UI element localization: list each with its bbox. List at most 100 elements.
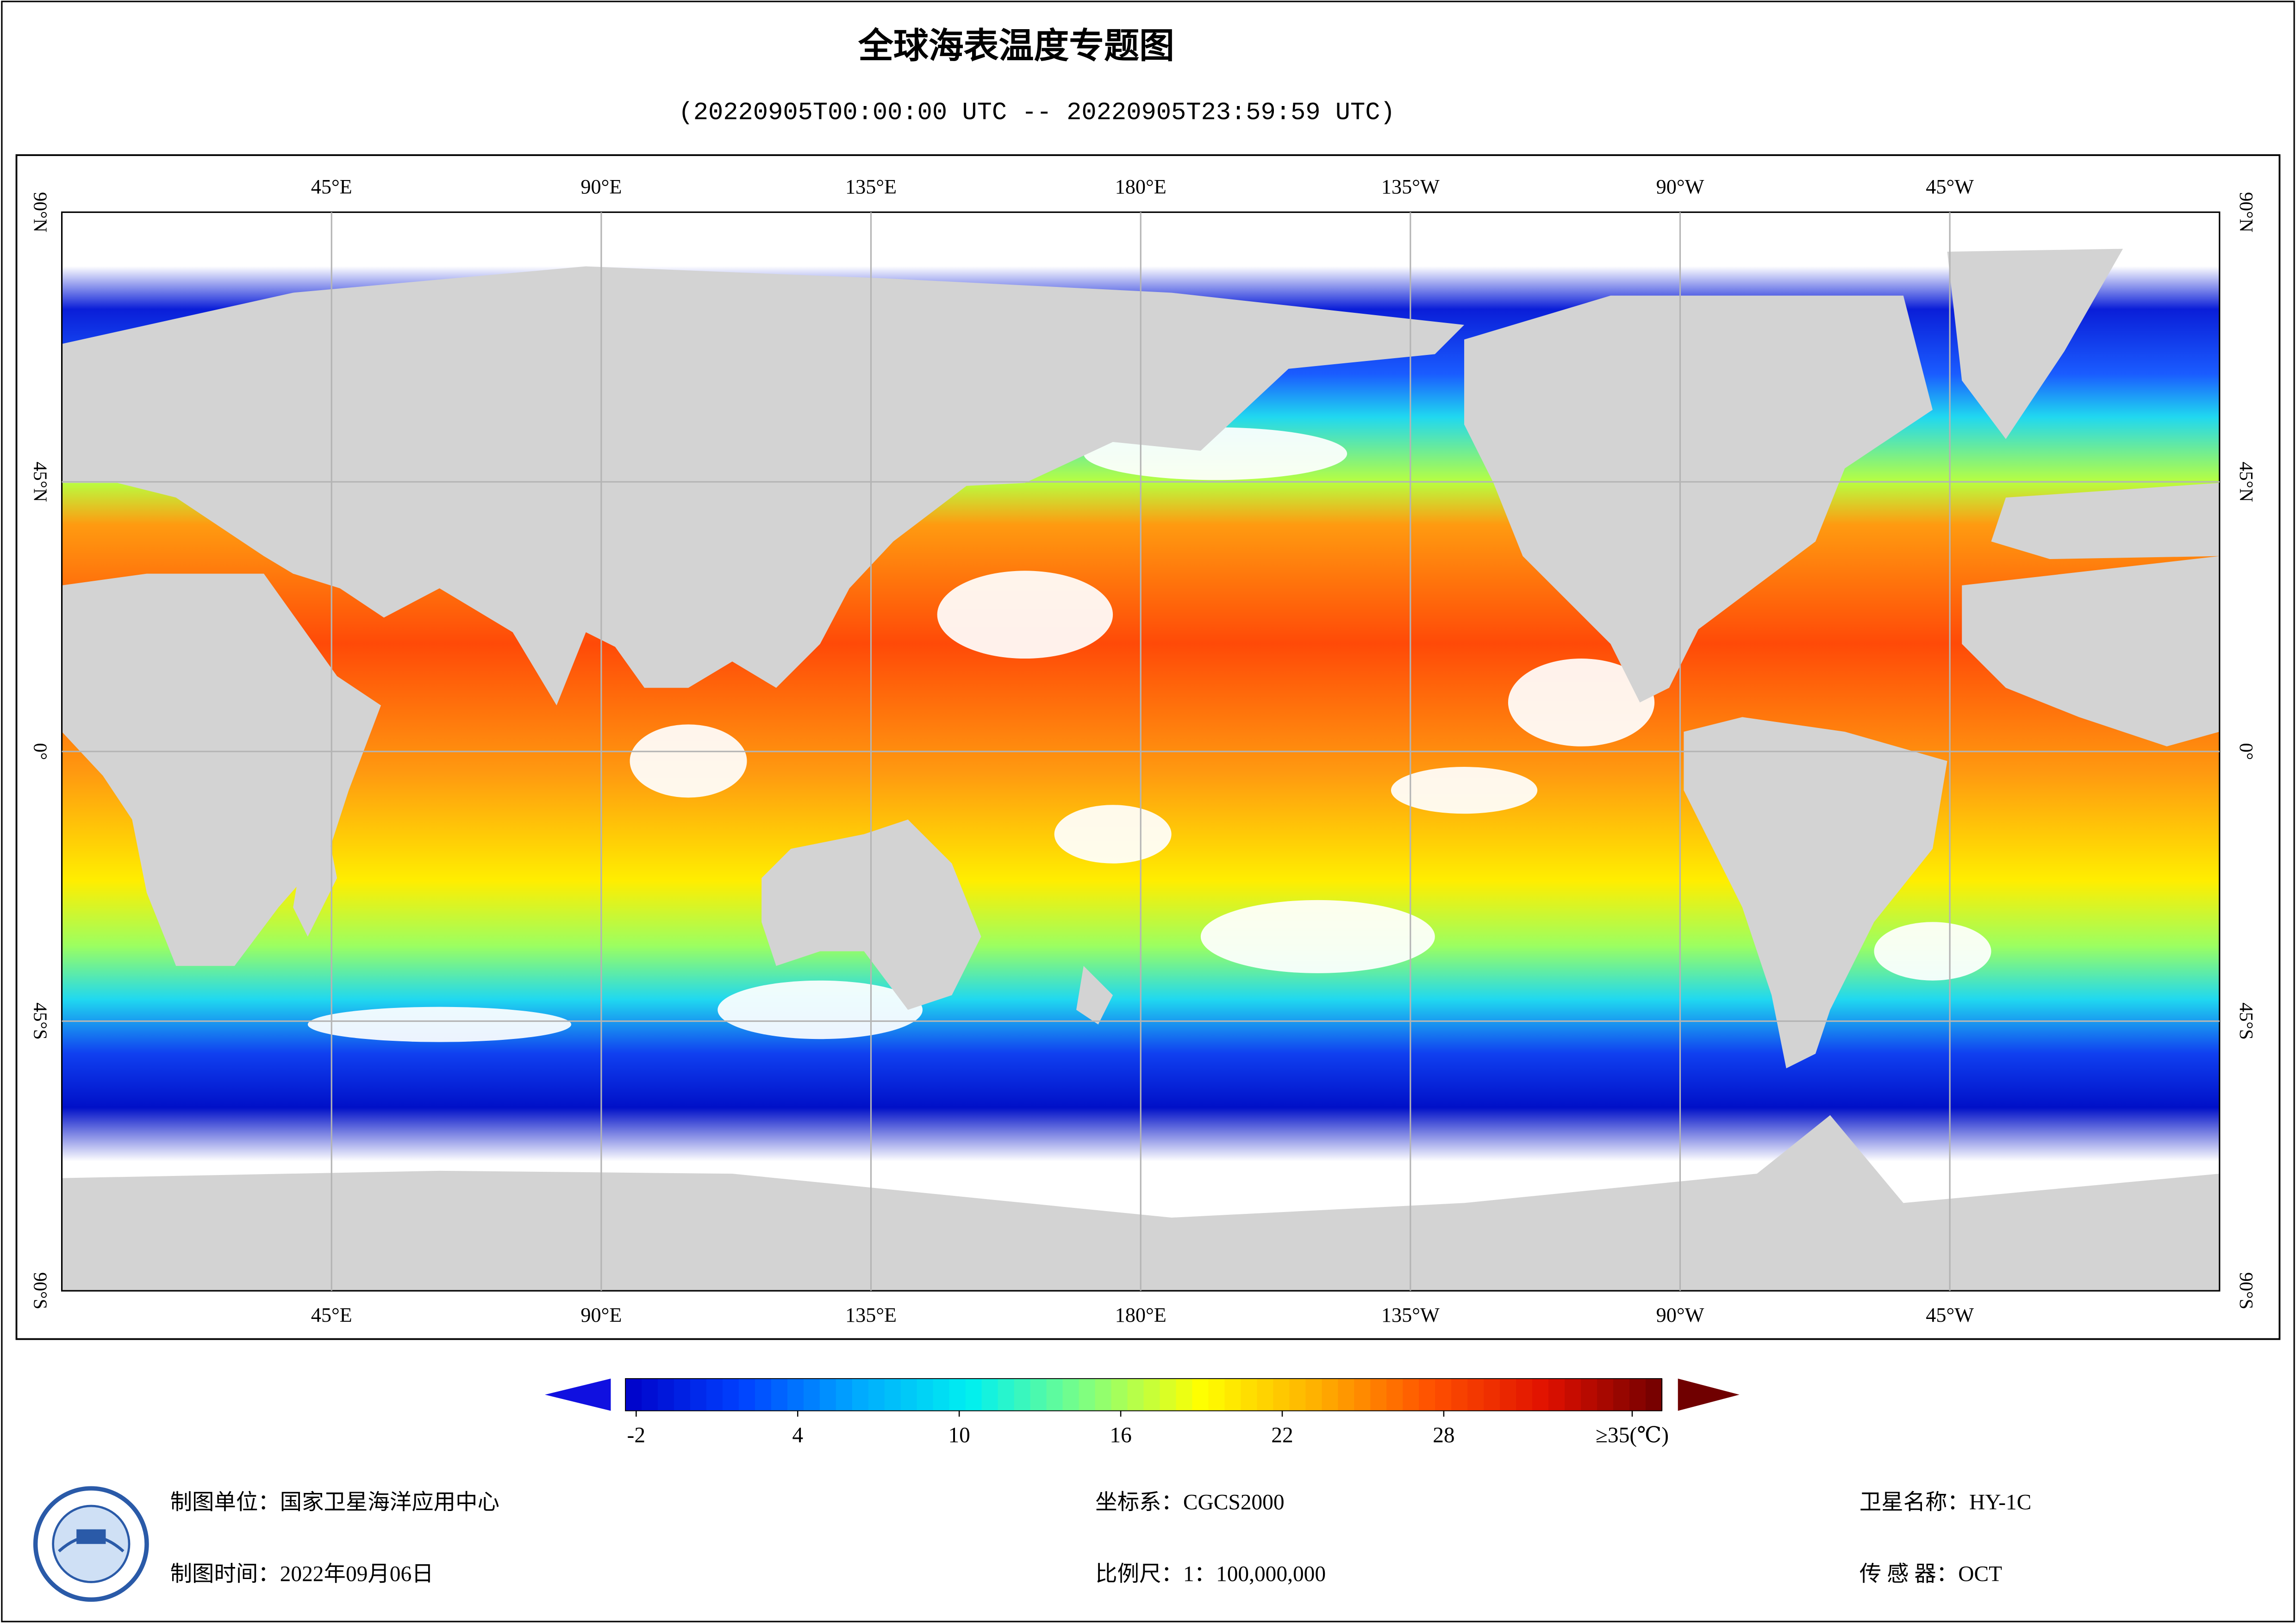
lat-label-right: 45°S bbox=[2236, 1002, 2257, 1039]
lon-label-top: 45°E bbox=[311, 175, 352, 198]
colorbar-segment bbox=[1581, 1378, 1598, 1411]
colorbar-tick-label: ≥35(℃) bbox=[1596, 1423, 1669, 1447]
footer-scale: 比例尺：1：100,000,000 bbox=[1095, 1562, 1326, 1586]
colorbar-segment bbox=[1516, 1378, 1533, 1411]
colorbar-segment bbox=[787, 1378, 805, 1411]
west-africa bbox=[1962, 556, 2220, 746]
lat-label-left: 45°S bbox=[30, 1002, 51, 1039]
footer-satellite: 卫星名称：HY-1C bbox=[1859, 1491, 2031, 1515]
colorbar-tick-label: 22 bbox=[1271, 1423, 1293, 1447]
colorbar-segment bbox=[900, 1378, 918, 1411]
colorbar-segment bbox=[722, 1378, 740, 1411]
colorbar-segment bbox=[755, 1378, 772, 1411]
colorbar-segment bbox=[852, 1378, 869, 1411]
colorbar-segment bbox=[884, 1378, 902, 1411]
colorbar-tick-label: 16 bbox=[1110, 1423, 1131, 1447]
colorbar-segment bbox=[1192, 1378, 1209, 1411]
lat-label-left: 0° bbox=[30, 743, 51, 760]
colorbar-segment bbox=[625, 1378, 643, 1411]
colorbar-segment bbox=[1095, 1378, 1112, 1411]
eurasia bbox=[62, 266, 1465, 706]
colorbar-segment bbox=[706, 1378, 724, 1411]
logo-satellite bbox=[76, 1529, 106, 1544]
new-zealand bbox=[1076, 966, 1113, 1025]
colorbar-segment bbox=[1289, 1378, 1306, 1411]
colorbar-segment bbox=[1030, 1378, 1047, 1411]
subtitle: (20220905T00:00:00 UTC -- 20220905T23:59… bbox=[679, 99, 1395, 127]
colorbar-segment bbox=[1111, 1378, 1128, 1411]
lat-label-left: 90°N bbox=[30, 192, 51, 232]
north-america bbox=[1464, 295, 1933, 703]
colorbar-segment bbox=[1500, 1378, 1517, 1411]
colorbar-segment bbox=[1386, 1378, 1404, 1411]
colorbar-segment bbox=[1451, 1378, 1468, 1411]
colorbar-segment bbox=[868, 1378, 886, 1411]
colorbar-segment bbox=[819, 1378, 837, 1411]
colorbar-segment bbox=[1565, 1378, 1582, 1411]
colorbar-segment bbox=[1484, 1378, 1501, 1411]
lon-label-top: 90°W bbox=[1656, 175, 1704, 198]
colorbar-segment bbox=[1224, 1378, 1242, 1411]
colorbar: -2 4 10 16 22 28 ≥35(℃) bbox=[545, 1378, 1740, 1447]
colorbar-segment bbox=[1305, 1378, 1323, 1411]
colorbar-segment bbox=[917, 1378, 934, 1411]
map-labels: 45°E 45°E 90°E 90°E 135°E 135°E 180°E 180°E 135°… bbox=[30, 175, 2258, 1326]
europe-west bbox=[1991, 483, 2220, 560]
lat-label-left: 90°S bbox=[30, 1272, 51, 1309]
colorbar-segment bbox=[1046, 1378, 1063, 1411]
lon-label-bottom: 90°E bbox=[580, 1304, 622, 1326]
lat-label-right: 45°N bbox=[2236, 462, 2257, 502]
colorbar-segment bbox=[1208, 1378, 1225, 1411]
colorbar-segment bbox=[1160, 1378, 1177, 1411]
south-america bbox=[1684, 717, 1947, 1069]
colorbar-segment bbox=[1014, 1378, 1031, 1411]
graticule bbox=[62, 212, 2220, 1291]
colorbar-segment bbox=[1257, 1378, 1274, 1411]
lon-label-bottom: 135°W bbox=[1381, 1304, 1440, 1326]
colorbar-segment bbox=[1079, 1378, 1096, 1411]
lat-label-right: 90°N bbox=[2236, 192, 2257, 232]
colorbar-segment bbox=[674, 1378, 691, 1411]
colorbar-segment bbox=[836, 1378, 853, 1411]
madagascar bbox=[293, 841, 337, 937]
colorbar-segment bbox=[1354, 1378, 1371, 1411]
footer-sensor: 传 感 器：OCT bbox=[1859, 1562, 2002, 1586]
lon-label-bottom: 135°E bbox=[845, 1304, 897, 1326]
colorbar-segment bbox=[1241, 1378, 1258, 1411]
colorbar-segment bbox=[1062, 1378, 1079, 1411]
colorbar-tick-label: 28 bbox=[1433, 1423, 1454, 1447]
colorbar-segment bbox=[1403, 1378, 1420, 1411]
colorbar-segment bbox=[1629, 1378, 1647, 1411]
colorbar-segment bbox=[1435, 1378, 1452, 1411]
colorbar-segment bbox=[1532, 1378, 1549, 1411]
lat-label-right: 90°S bbox=[2236, 1272, 2257, 1309]
colorbar-segment bbox=[949, 1378, 966, 1411]
colorbar-segment bbox=[998, 1378, 1015, 1411]
lon-label-bottom: 180°E bbox=[1115, 1304, 1167, 1326]
colorbar-segment bbox=[965, 1378, 982, 1411]
colorbar-segment bbox=[1143, 1378, 1160, 1411]
colorbar-tick-label: -2 bbox=[627, 1423, 646, 1447]
colorbar-segment bbox=[1419, 1378, 1436, 1411]
colorbar-low-arrow bbox=[545, 1378, 611, 1411]
colorbar-tick-label: 4 bbox=[792, 1423, 803, 1447]
footer-unit: 制图单位：国家卫星海洋应用中心 bbox=[170, 1491, 499, 1515]
lon-label-top: 180°E bbox=[1115, 175, 1167, 198]
lon-label-top: 90°E bbox=[580, 175, 622, 198]
footer-date: 制图时间：2022年09月06日 bbox=[170, 1562, 434, 1586]
colorbar-segment bbox=[803, 1378, 821, 1411]
colorbar-segment bbox=[690, 1378, 707, 1411]
colorbar-segment bbox=[1176, 1378, 1193, 1411]
colorbar-segment bbox=[1127, 1378, 1144, 1411]
colorbar-segment bbox=[738, 1378, 756, 1411]
colorbar-segment bbox=[933, 1378, 950, 1411]
colorbar-segment bbox=[1322, 1378, 1339, 1411]
colorbar-high-arrow bbox=[1678, 1378, 1740, 1411]
lon-label-bottom: 45°E bbox=[311, 1304, 352, 1326]
lon-label-bottom: 90°W bbox=[1656, 1304, 1704, 1326]
colorbar-segment bbox=[642, 1378, 659, 1411]
lon-label-bottom: 45°W bbox=[1926, 1304, 1974, 1326]
colorbar-segment bbox=[1613, 1378, 1630, 1411]
